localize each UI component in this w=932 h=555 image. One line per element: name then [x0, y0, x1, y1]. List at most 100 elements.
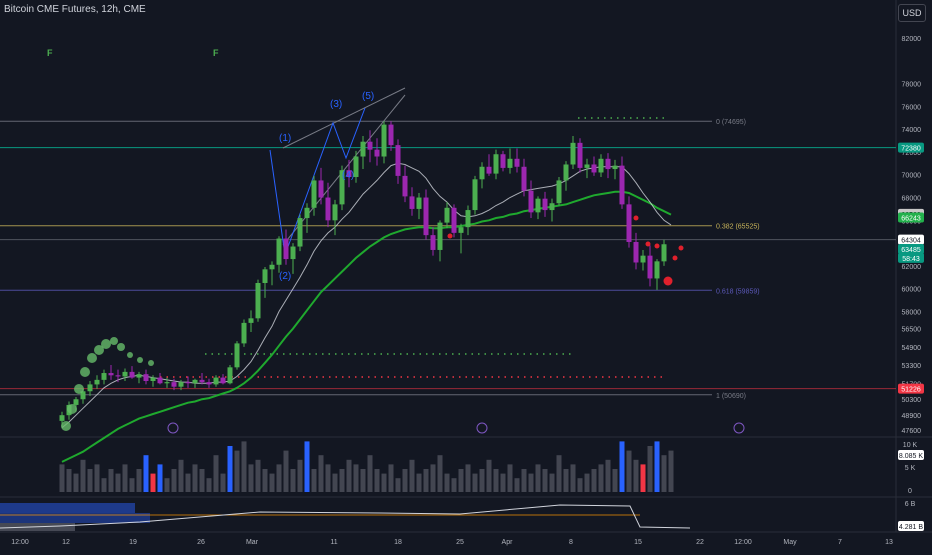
- price-badge-label: 64304: [901, 238, 921, 245]
- volume-bar: [185, 473, 191, 492]
- volume-bar: [59, 464, 65, 492]
- candle-body: [185, 382, 191, 384]
- candle-body: [437, 222, 443, 250]
- volume-bar: [388, 464, 394, 492]
- candle-body: [500, 154, 506, 168]
- wave-label: (2): [279, 271, 291, 282]
- candle-body: [234, 343, 240, 368]
- volume-bar: [129, 478, 135, 492]
- candle-body: [563, 164, 569, 181]
- candle-body: [269, 264, 275, 270]
- symbol-title: Bitcoin CME Futures, 12h, CME: [4, 4, 146, 15]
- candle-body: [59, 415, 65, 421]
- volume-bar: [290, 469, 296, 492]
- price-axis-tick: 70000: [902, 173, 922, 180]
- volume-bar: [409, 459, 415, 492]
- volume-bar: [269, 473, 275, 492]
- volume-bar: [101, 478, 107, 492]
- volume-bar: [654, 441, 660, 492]
- volume-bar: [486, 459, 492, 492]
- candle-body: [220, 377, 226, 384]
- volume-bar: [248, 464, 254, 492]
- time-axis-label: Mar: [246, 539, 259, 546]
- volume-bar: [304, 441, 310, 492]
- currency-button[interactable]: USD: [898, 4, 926, 22]
- candle-body: [472, 179, 478, 211]
- candle-body: [451, 207, 457, 233]
- candle-body: [444, 207, 450, 223]
- price-axis-tick: 50300: [902, 397, 922, 404]
- candle-body: [87, 384, 93, 392]
- price-axis-tick: 78000: [902, 82, 922, 89]
- volume-bar: [549, 473, 555, 492]
- volume-bar: [528, 473, 534, 492]
- candle-body: [213, 377, 219, 385]
- time-axis-label: Apr: [502, 539, 514, 546]
- volume-bar: [332, 473, 338, 492]
- time-axis-label: 22: [696, 539, 704, 546]
- volume-bar: [605, 459, 611, 492]
- candle-body: [395, 145, 401, 176]
- volume-bar: [73, 473, 79, 492]
- volume-bar: [262, 469, 268, 492]
- volume-bar: [164, 478, 170, 492]
- candle-body: [507, 158, 513, 168]
- price-axis-tick: 60000: [902, 287, 922, 294]
- bubble-marker: [117, 343, 125, 351]
- volume-axis-tick: 0: [908, 488, 912, 495]
- time-axis-label: 19: [129, 539, 137, 546]
- candle-body: [388, 124, 394, 146]
- volume-bar: [402, 469, 408, 492]
- volume-bar: [556, 455, 562, 492]
- candle-body: [157, 377, 163, 384]
- candle-body: [654, 261, 660, 279]
- volume-bar: [283, 450, 289, 492]
- volume-bar: [360, 469, 366, 492]
- fib-level-label: 0 (74695): [716, 119, 746, 126]
- time-axis-label: 12:00: [734, 539, 752, 546]
- candle-body: [171, 382, 177, 387]
- volume-bar: [227, 446, 233, 492]
- volume-bar: [87, 469, 93, 492]
- time-axis-label: May: [783, 539, 797, 546]
- time-axis-label: 8: [569, 539, 573, 546]
- candle-body: [136, 374, 142, 378]
- volume-bar: [220, 473, 226, 492]
- event-icon: [476, 422, 488, 434]
- candle-body: [227, 367, 233, 384]
- candle-body: [542, 198, 548, 211]
- time-axis-label: 11: [330, 539, 337, 546]
- price-axis-tick: 47600: [902, 428, 922, 435]
- candle-body: [612, 165, 618, 170]
- candle-body: [325, 197, 331, 221]
- volume-bar: [297, 459, 303, 492]
- price-badge-label: 51226: [901, 387, 921, 394]
- volume-bar: [171, 469, 177, 492]
- candle-body: [458, 227, 464, 233]
- price-badge-label: 63485: [901, 247, 921, 254]
- fib-level-label: 0.382 (65525): [716, 224, 760, 231]
- candle-body: [591, 164, 597, 173]
- volume-bar: [465, 464, 471, 492]
- candle-body: [493, 154, 499, 174]
- volume-bar: [640, 464, 646, 492]
- volume-bar: [192, 464, 198, 492]
- volume-bar: [451, 478, 457, 492]
- fib-level-label: 0.618 (59859): [716, 288, 760, 295]
- sell-dot: [654, 243, 660, 249]
- candle-body: [556, 180, 562, 204]
- volume-bar: [108, 469, 114, 492]
- volume-bar: [619, 441, 625, 492]
- bubble-marker: [67, 404, 77, 414]
- candle-body: [304, 207, 310, 219]
- volume-bar: [444, 473, 450, 492]
- volume-bar: [535, 464, 541, 492]
- sell-dot: [633, 215, 639, 221]
- price-badge-label: 58:43: [902, 256, 920, 263]
- volume-bar: [563, 469, 569, 492]
- time-axis-label: 7: [838, 539, 842, 546]
- candle-body: [94, 379, 100, 385]
- bubble-marker: [110, 337, 118, 345]
